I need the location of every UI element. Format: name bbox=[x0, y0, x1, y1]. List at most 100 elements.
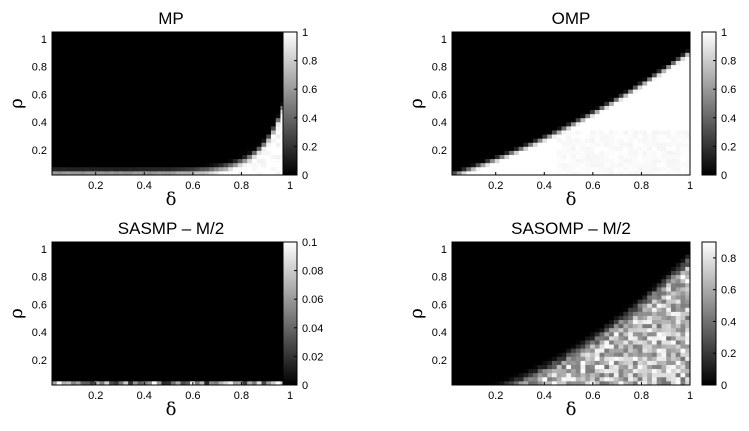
heatmap-cell bbox=[270, 101, 277, 106]
heatmap-cell bbox=[132, 335, 139, 341]
heatmap-cell bbox=[585, 68, 591, 74]
heatmap-cell bbox=[651, 64, 658, 70]
heatmap-cell bbox=[623, 113, 629, 119]
heatmap-cell bbox=[185, 380, 191, 386]
heatmap-cell bbox=[194, 117, 200, 123]
heatmap-cell bbox=[71, 372, 77, 378]
heatmap-cell bbox=[166, 335, 172, 341]
heatmap-cell bbox=[128, 60, 134, 66]
heatmap-cell bbox=[128, 380, 134, 386]
heatmap-cell bbox=[513, 85, 520, 90]
heatmap-cell bbox=[56, 93, 62, 98]
heatmap-cell bbox=[590, 72, 596, 78]
heatmap-cell bbox=[175, 52, 181, 57]
heatmap-cell bbox=[185, 40, 191, 45]
heatmap-cell bbox=[232, 89, 239, 94]
heatmap-cell bbox=[137, 278, 143, 284]
heatmap-cell bbox=[256, 319, 262, 325]
heatmap-cell bbox=[213, 97, 219, 102]
heatmap-cell bbox=[213, 356, 219, 361]
heatmap-cell bbox=[166, 56, 172, 61]
heatmap-cell bbox=[251, 335, 258, 341]
heatmap-cell bbox=[251, 291, 258, 296]
heatmap-cell bbox=[270, 125, 277, 131]
heatmap-cell bbox=[528, 170, 534, 176]
heatmap-cell bbox=[266, 348, 272, 353]
heatmap-cell bbox=[628, 56, 634, 61]
heatmap-cell bbox=[499, 150, 505, 155]
heatmap-cell bbox=[194, 105, 200, 111]
heatmap-cell bbox=[509, 68, 515, 74]
heatmap-cell bbox=[61, 311, 67, 316]
heatmap-cell bbox=[604, 146, 610, 151]
heatmap-cell bbox=[109, 158, 115, 164]
heatmap-cell bbox=[590, 32, 596, 37]
heatmap-cell bbox=[251, 323, 258, 329]
heatmap-cell bbox=[185, 72, 191, 78]
heatmap-cell bbox=[242, 299, 248, 304]
heatmap-cell bbox=[266, 162, 272, 168]
heatmap-cell bbox=[71, 311, 77, 316]
heatmap-cell bbox=[151, 81, 158, 86]
heatmap-cell bbox=[594, 158, 600, 164]
heatmap-cell bbox=[247, 162, 253, 168]
heatmap-cell bbox=[175, 81, 181, 86]
heatmap-cell bbox=[609, 109, 615, 115]
heatmap-cell bbox=[466, 76, 472, 82]
heatmap-cell bbox=[537, 32, 543, 37]
heatmap-cell bbox=[242, 311, 248, 316]
heatmap-cell bbox=[128, 142, 134, 147]
heatmap-cell bbox=[147, 109, 153, 115]
heatmap-cell bbox=[247, 48, 253, 53]
heatmap-cell bbox=[232, 40, 239, 45]
heatmap-cell bbox=[623, 101, 629, 106]
heatmap-cell bbox=[209, 32, 215, 37]
heatmap-cell bbox=[137, 72, 143, 78]
heatmap-cell bbox=[199, 76, 205, 82]
heatmap-cell bbox=[499, 125, 505, 131]
heatmap-cell bbox=[623, 166, 629, 172]
heatmap-cell bbox=[194, 282, 200, 288]
heatmap-cell bbox=[537, 101, 543, 106]
heatmap-cell bbox=[452, 68, 458, 74]
heatmap-cell bbox=[509, 146, 515, 151]
heatmap-cell bbox=[556, 72, 562, 78]
heatmap-cell bbox=[232, 331, 239, 337]
heatmap-cell bbox=[123, 101, 129, 106]
heatmap-cell bbox=[237, 44, 243, 49]
heatmap-cell bbox=[147, 170, 153, 176]
heatmap-cell bbox=[237, 64, 243, 70]
heatmap-cell bbox=[509, 89, 515, 94]
heatmap-cell bbox=[52, 299, 58, 304]
heatmap-cell bbox=[599, 170, 605, 176]
heatmap-cell bbox=[266, 76, 272, 82]
heatmap-cell bbox=[566, 121, 572, 127]
heatmap-cell bbox=[61, 348, 67, 353]
heatmap-cell bbox=[104, 335, 110, 341]
heatmap-cell bbox=[123, 117, 129, 123]
heatmap-cell bbox=[142, 52, 148, 57]
heatmap-cell bbox=[618, 93, 624, 98]
heatmap-cell bbox=[66, 344, 72, 349]
heatmap-cell bbox=[128, 352, 134, 357]
heatmap-cell bbox=[180, 81, 186, 86]
heatmap-cell bbox=[90, 134, 96, 139]
heatmap-cell bbox=[99, 60, 105, 66]
heatmap-cell bbox=[228, 101, 234, 106]
heatmap-cell bbox=[109, 85, 115, 90]
heatmap-cell bbox=[109, 266, 115, 271]
heatmap-cell bbox=[518, 109, 524, 115]
heatmap-cell bbox=[256, 113, 262, 119]
heatmap-cell bbox=[471, 68, 477, 74]
heatmap-cell bbox=[461, 130, 467, 135]
heatmap-cell bbox=[151, 291, 158, 296]
heatmap-cell bbox=[151, 121, 158, 127]
heatmap-cell bbox=[171, 105, 177, 111]
heatmap-cell bbox=[56, 72, 62, 78]
heatmap-cell bbox=[71, 68, 77, 74]
heatmap-cell bbox=[670, 138, 677, 143]
heatmap-cell bbox=[628, 81, 634, 86]
heatmap-cell bbox=[647, 146, 653, 151]
heatmap-cell bbox=[113, 340, 120, 345]
heatmap-cell bbox=[585, 142, 591, 147]
